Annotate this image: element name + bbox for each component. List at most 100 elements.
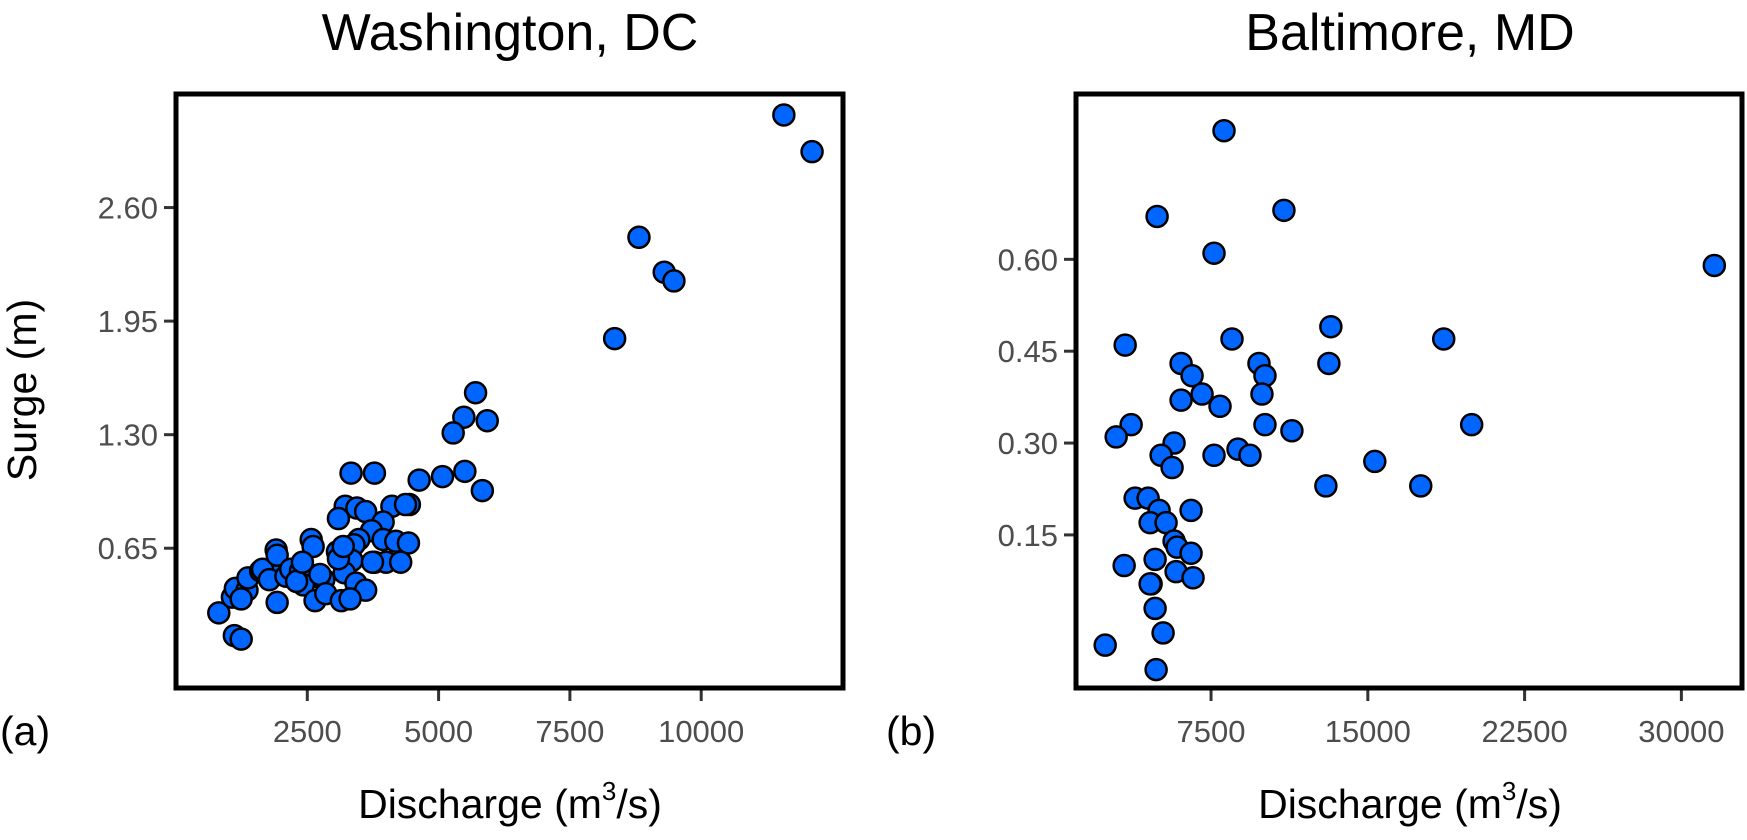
x-ticks: 7500 15000 22500 30000 bbox=[1177, 690, 1724, 749]
panel-label: (b) bbox=[886, 708, 936, 754]
data-point bbox=[1250, 382, 1274, 406]
x-axis-title: Discharge (m3/s) bbox=[358, 776, 662, 827]
x-tick-label: 7500 bbox=[535, 714, 604, 749]
data-point bbox=[441, 421, 465, 445]
x-tick-label: 10000 bbox=[658, 714, 744, 749]
data-point bbox=[1238, 443, 1262, 468]
data-point bbox=[1179, 541, 1203, 566]
data-point bbox=[1208, 394, 1232, 419]
data-point bbox=[1180, 363, 1204, 388]
data-point bbox=[326, 506, 351, 531]
data-point bbox=[1143, 547, 1167, 572]
chart-title: Washington, DC bbox=[322, 4, 699, 62]
panel-washington: Washington, DC Surge (m) (a) Discharge (… bbox=[0, 4, 846, 827]
y-tick-label: 1.30 bbox=[98, 418, 158, 453]
x-axis-title-sup: 3 bbox=[1502, 776, 1516, 806]
data-point bbox=[772, 103, 796, 127]
y-axis-title: Surge (m) bbox=[0, 299, 45, 481]
data-point bbox=[1253, 412, 1277, 437]
plot-frame bbox=[1073, 91, 1745, 691]
data-point bbox=[301, 534, 325, 559]
x-axis-title-sup: 3 bbox=[602, 776, 616, 806]
chart-title: Baltimore, MD bbox=[1245, 4, 1574, 62]
data-point bbox=[388, 550, 413, 574]
data-point bbox=[1179, 498, 1203, 523]
x-ticks: 2500 5000 7500 10000 bbox=[273, 690, 744, 749]
data-point bbox=[475, 408, 499, 433]
data-point bbox=[1181, 566, 1205, 590]
x-axis-title: Discharge (m3/s) bbox=[1258, 776, 1562, 827]
x-tick-label: 30000 bbox=[1638, 714, 1724, 749]
data-point bbox=[1151, 621, 1175, 645]
data-point bbox=[602, 326, 627, 351]
data-point bbox=[1160, 455, 1184, 480]
data-point bbox=[1431, 327, 1456, 351]
y-tick-label: 1.95 bbox=[98, 304, 158, 339]
data-point bbox=[362, 461, 387, 485]
data-point bbox=[290, 550, 315, 574]
data-point bbox=[393, 492, 418, 517]
data-point bbox=[1112, 553, 1136, 578]
x-tick-label: 5000 bbox=[404, 714, 473, 749]
data-point bbox=[1212, 118, 1236, 143]
x-tick-label: 15000 bbox=[1325, 714, 1411, 749]
y-ticks: 0.65 1.30 1.95 2.60 bbox=[98, 191, 174, 566]
x-tick-label: 22500 bbox=[1481, 714, 1567, 749]
data-point bbox=[1459, 412, 1484, 437]
x-tick-label: 7500 bbox=[1177, 714, 1246, 749]
x-axis-title-main: Discharge (m bbox=[358, 781, 602, 827]
data-point bbox=[339, 461, 363, 485]
panel-baltimore: Baltimore, MD (b) Discharge (m3/s) 0.150… bbox=[886, 4, 1745, 827]
y-tick-label: 0.30 bbox=[998, 426, 1058, 461]
y-ticks: 0.15 0.30 0.45 0.60 bbox=[998, 242, 1074, 553]
data-point bbox=[396, 531, 421, 555]
data-point bbox=[1280, 419, 1304, 443]
data-point bbox=[1145, 204, 1169, 229]
data-point bbox=[1319, 314, 1343, 339]
x-tick-label: 2500 bbox=[273, 714, 342, 749]
y-tick-label: 2.60 bbox=[98, 191, 158, 226]
x-axis-title-tail: /s) bbox=[616, 781, 662, 827]
data-point bbox=[407, 468, 431, 492]
data-point bbox=[1113, 333, 1137, 357]
y-tick-label: 0.60 bbox=[998, 242, 1058, 277]
data-point bbox=[265, 590, 289, 615]
data-point bbox=[207, 601, 231, 625]
data-point bbox=[338, 587, 362, 611]
data-point bbox=[308, 562, 332, 587]
data-point bbox=[430, 464, 455, 489]
data-point bbox=[1317, 351, 1341, 376]
data-point bbox=[1104, 425, 1128, 449]
data-point bbox=[800, 139, 824, 164]
data-point bbox=[229, 627, 253, 651]
data-point bbox=[470, 478, 495, 503]
y-tick-label: 0.45 bbox=[998, 334, 1058, 369]
x-axis-title-main: Discharge (m bbox=[1258, 781, 1502, 827]
data-point bbox=[1143, 596, 1167, 621]
data-point bbox=[662, 269, 686, 293]
points bbox=[207, 103, 824, 651]
data-point bbox=[1220, 327, 1244, 351]
data-point bbox=[284, 569, 309, 594]
data-point bbox=[1202, 443, 1226, 468]
data-point bbox=[265, 543, 289, 567]
panel-label: (a) bbox=[0, 708, 50, 754]
data-point bbox=[1272, 198, 1296, 223]
data-point bbox=[1314, 474, 1338, 498]
data-point bbox=[1702, 253, 1727, 278]
data-point bbox=[1190, 382, 1214, 406]
data-point bbox=[1144, 657, 1168, 682]
data-point bbox=[1138, 572, 1162, 596]
data-point bbox=[627, 225, 651, 250]
data-point bbox=[1363, 449, 1387, 474]
data-point bbox=[463, 380, 488, 405]
plot-frame bbox=[173, 91, 846, 691]
y-tick-label: 0.15 bbox=[998, 518, 1058, 553]
data-point bbox=[452, 405, 476, 429]
data-point bbox=[1169, 388, 1193, 412]
data-point bbox=[360, 550, 385, 574]
y-tick-label: 0.65 bbox=[98, 531, 158, 566]
data-point bbox=[1202, 241, 1226, 265]
data-point bbox=[331, 534, 356, 559]
